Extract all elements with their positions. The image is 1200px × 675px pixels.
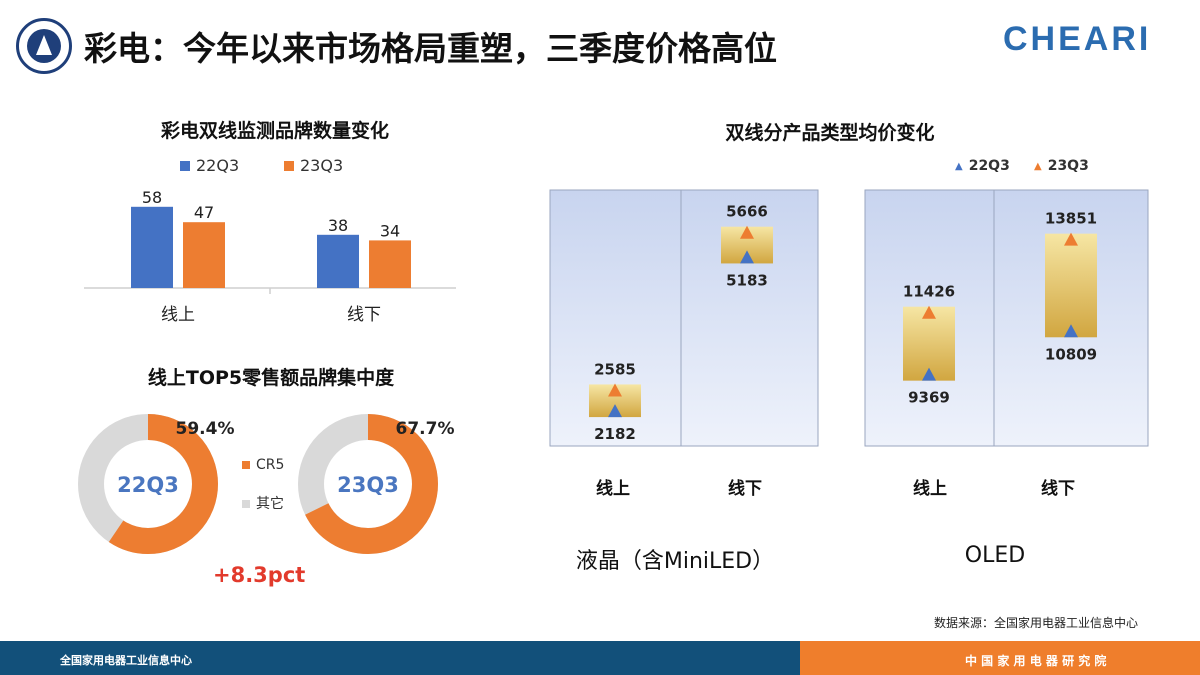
footer-bar-right bbox=[800, 641, 1200, 675]
institute-logo bbox=[16, 18, 72, 74]
bar-22q3-1 bbox=[317, 234, 359, 288]
triangle-icon: ▲ bbox=[1034, 160, 1042, 172]
price-range-chart: 2585 2182 5666 5183 11426 9369 13851 10809 bbox=[549, 189, 1149, 447]
footer-right-text: 中 国 家 用 电 器 研 究 院 bbox=[965, 654, 1107, 668]
bar-legend-22q3: 22Q3 bbox=[180, 156, 239, 175]
legend-swatch-other bbox=[242, 500, 250, 508]
legend-label-22q3: 22Q3 bbox=[196, 156, 240, 175]
donut-center-label: 23Q3 bbox=[337, 473, 399, 497]
lcd-panel-label: 液晶（含MiniLED） bbox=[575, 549, 775, 574]
oled-panel-label: OLED bbox=[964, 543, 1026, 568]
bar-23q3-0 bbox=[183, 222, 225, 288]
legend-swatch-22q3 bbox=[180, 160, 190, 171]
lcd-category-online: 线上 bbox=[596, 479, 630, 499]
price-value-22q3: 9369 bbox=[908, 389, 950, 407]
legend-label-23q3: 23Q3 bbox=[1047, 158, 1089, 174]
price-value-22q3: 10809 bbox=[1045, 345, 1097, 363]
price-legend-23q3: ▲ 23Q3 bbox=[1034, 158, 1089, 174]
legend-label-other: 其它 bbox=[256, 495, 284, 512]
legend-label-22q3: 22Q3 bbox=[968, 158, 1010, 174]
bar-value-label: 34 bbox=[380, 221, 400, 240]
bar-chart: 58 38 47 34 线上 线下 bbox=[84, 188, 456, 325]
oled-category-online: 线上 bbox=[913, 479, 947, 499]
donut-center-label: 22Q3 bbox=[117, 473, 179, 497]
footer-bar-left bbox=[0, 641, 800, 675]
donut-charts: 22Q3 59.4% 23Q3 67.7% CR5 其它 bbox=[78, 414, 455, 554]
price-range-box bbox=[1045, 233, 1097, 338]
delta-annotation: +8.3pct bbox=[213, 563, 306, 587]
bar-value-label: 38 bbox=[328, 216, 348, 235]
bar-22q3-0 bbox=[131, 206, 173, 288]
donut-chart-title: 线上TOP5零售额品牌集中度 bbox=[147, 367, 395, 389]
price-value-23q3: 11426 bbox=[903, 283, 955, 301]
price-value-22q3: 2182 bbox=[594, 425, 636, 443]
price-marker-22q3 bbox=[608, 404, 622, 418]
bar-category-label: 线下 bbox=[347, 305, 381, 325]
bar-legend-23q3: 23Q3 bbox=[284, 156, 343, 175]
price-marker-23q3 bbox=[608, 383, 622, 397]
donut-cr5-value-label: 67.7% bbox=[396, 419, 455, 439]
price-marker-23q3 bbox=[740, 225, 754, 239]
legend-swatch-cr5 bbox=[242, 461, 250, 469]
bar-23q3-1 bbox=[369, 240, 411, 288]
price-chart-title: 双线分产品类型均价变化 bbox=[725, 122, 935, 144]
bar-value-label: 58 bbox=[142, 188, 162, 207]
data-source: 数据来源：全国家用电器工业信息中心 bbox=[934, 616, 1139, 630]
price-marker-22q3 bbox=[1064, 324, 1078, 338]
bar-chart-title: 彩电双线监测品牌数量变化 bbox=[160, 120, 389, 142]
legend-label-cr5: CR5 bbox=[256, 457, 284, 473]
price-value-23q3: 2585 bbox=[594, 360, 636, 378]
page-title: 彩电：今年以来市场格局重塑，三季度价格高位 bbox=[84, 29, 777, 68]
price-value-23q3: 13851 bbox=[1045, 210, 1097, 228]
donut-cr5-value-label: 59.4% bbox=[176, 419, 235, 439]
bar-value-label: 47 bbox=[194, 203, 214, 222]
brand-logo: CHEARI bbox=[1003, 20, 1152, 58]
legend-swatch-23q3 bbox=[284, 160, 294, 171]
donut-cr5-slice bbox=[78, 414, 218, 554]
price-marker-23q3 bbox=[922, 305, 936, 319]
triangle-icon: ▲ bbox=[955, 160, 963, 172]
legend-label-23q3: 23Q3 bbox=[300, 156, 344, 175]
oled-category-offline: 线下 bbox=[1041, 479, 1075, 499]
bar-category-label: 线上 bbox=[161, 305, 195, 325]
price-legend-22q3: ▲ 22Q3 bbox=[955, 158, 1010, 174]
footer-left-text: 全国家用电器工业信息中心 bbox=[60, 654, 192, 667]
price-marker-22q3 bbox=[740, 250, 754, 264]
price-marker-23q3 bbox=[1064, 232, 1078, 246]
donut-cr5-slice bbox=[298, 414, 438, 554]
price-marker-22q3 bbox=[922, 367, 936, 381]
lcd-category-offline: 线下 bbox=[728, 479, 762, 499]
price-value-22q3: 5183 bbox=[726, 271, 768, 289]
price-value-23q3: 5666 bbox=[726, 203, 768, 221]
